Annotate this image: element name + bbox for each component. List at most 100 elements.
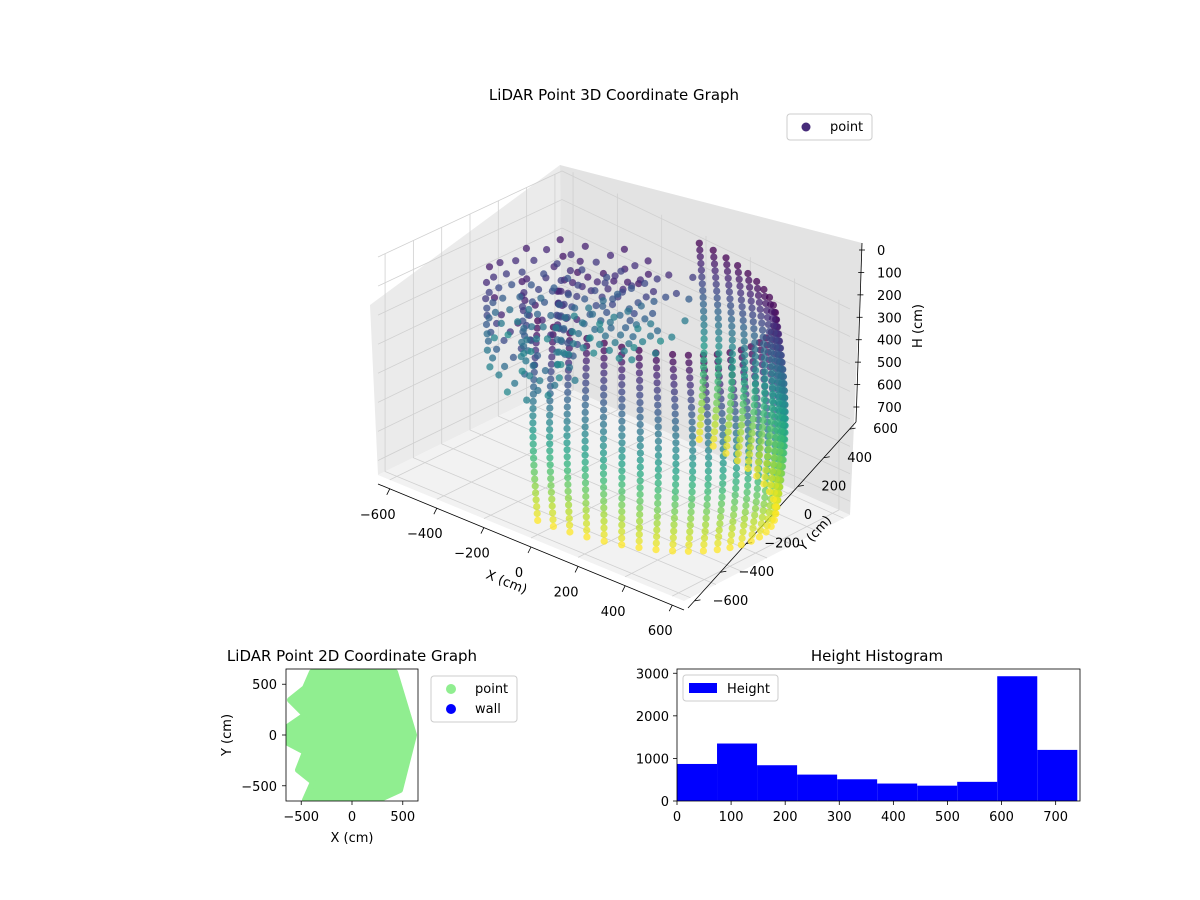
point-3d xyxy=(581,451,589,459)
point-3d xyxy=(600,477,608,485)
point-3d xyxy=(768,362,776,370)
point-3d xyxy=(564,291,573,299)
point-3d xyxy=(581,444,589,452)
point-3d xyxy=(744,482,752,490)
point-3d xyxy=(549,522,558,531)
point-3d xyxy=(654,416,662,424)
point-3d xyxy=(618,514,626,522)
point-3d xyxy=(700,307,708,315)
point-3d xyxy=(740,386,748,394)
point-3d xyxy=(698,392,706,400)
point-3d xyxy=(635,361,643,369)
point-3d xyxy=(761,375,769,383)
point-3d xyxy=(546,454,554,462)
point-3d xyxy=(758,319,766,327)
point-3d xyxy=(566,267,575,275)
point-3d xyxy=(751,339,759,347)
point-3d xyxy=(653,519,661,527)
point-3d xyxy=(576,257,584,265)
point-3d xyxy=(749,318,757,326)
point-3d xyxy=(696,421,704,429)
point-3d xyxy=(732,422,740,430)
z-tick-label: 0 xyxy=(877,244,885,259)
point-3d xyxy=(715,533,723,541)
point-3d xyxy=(569,279,577,287)
point-3d xyxy=(567,251,575,259)
point-3d xyxy=(529,440,537,448)
x-tick-mark xyxy=(433,508,438,515)
point-3d xyxy=(719,480,727,488)
point-3d xyxy=(531,475,539,483)
point-3d xyxy=(506,306,514,314)
point-3d xyxy=(535,285,543,294)
point-3d xyxy=(751,511,759,519)
point-3d xyxy=(522,357,530,365)
point-3d xyxy=(687,501,696,509)
point-3d xyxy=(728,336,736,344)
legend-3d-label-point: point xyxy=(830,120,863,135)
x-tick-label: 400 xyxy=(601,605,626,620)
point-3d xyxy=(732,471,740,479)
point-3d xyxy=(670,373,678,381)
point-3d xyxy=(713,294,721,302)
point-3d xyxy=(528,298,537,306)
grid-x-line xyxy=(436,193,618,500)
point-3d xyxy=(644,257,652,265)
point-3d xyxy=(712,280,720,288)
point-3d xyxy=(704,446,713,454)
point-3d xyxy=(772,475,781,483)
point-3d xyxy=(765,293,774,301)
point-3d xyxy=(548,495,556,503)
point-3d xyxy=(553,260,561,268)
point-3d xyxy=(483,304,491,312)
point-3d xyxy=(504,331,512,339)
y-tick-mark xyxy=(720,570,727,573)
point-3d xyxy=(566,521,574,529)
point-3d xyxy=(685,541,693,549)
point-3d xyxy=(697,259,705,268)
point-3d xyxy=(700,349,708,357)
x-tick-label: −400 xyxy=(407,527,443,542)
point-3d xyxy=(773,364,782,372)
point-3d xyxy=(547,481,555,490)
point-3d xyxy=(755,451,764,459)
point-3d xyxy=(717,500,726,508)
point-3d xyxy=(739,310,747,318)
point-3d xyxy=(710,435,718,443)
x-tick-mark xyxy=(386,488,391,496)
point-3d xyxy=(653,386,661,394)
point-3d xyxy=(700,335,708,343)
point-3d xyxy=(715,342,723,350)
point-3d xyxy=(716,520,724,528)
point-3d xyxy=(774,377,782,386)
point-3d xyxy=(564,474,572,482)
point-3d xyxy=(711,267,719,275)
point-3d xyxy=(703,410,712,419)
point-3d xyxy=(547,375,555,383)
y-tick-mark xyxy=(849,427,856,430)
point-3d xyxy=(641,279,649,287)
point-3d xyxy=(748,304,756,312)
point-3d xyxy=(530,454,538,462)
point-3d xyxy=(689,461,697,469)
point-3d xyxy=(582,499,590,507)
point-3d xyxy=(600,362,608,370)
point-3d xyxy=(760,402,768,411)
legend-histogram-box xyxy=(682,674,779,702)
y-tick-label: 3000 xyxy=(636,667,669,682)
point-3d xyxy=(758,430,766,438)
point-3d xyxy=(493,345,501,353)
point-3d xyxy=(618,395,626,403)
point-3d xyxy=(757,520,766,528)
point-3d xyxy=(669,358,677,366)
point-3d xyxy=(653,371,661,379)
point-3d xyxy=(483,346,491,354)
grid-z-line xyxy=(377,370,851,502)
point-3d xyxy=(622,324,630,332)
point-3d xyxy=(546,440,554,448)
point-3d xyxy=(532,489,540,497)
point-3d xyxy=(566,528,574,536)
point-3d xyxy=(546,433,554,441)
point-3d xyxy=(739,528,747,536)
point-3d xyxy=(608,300,617,309)
